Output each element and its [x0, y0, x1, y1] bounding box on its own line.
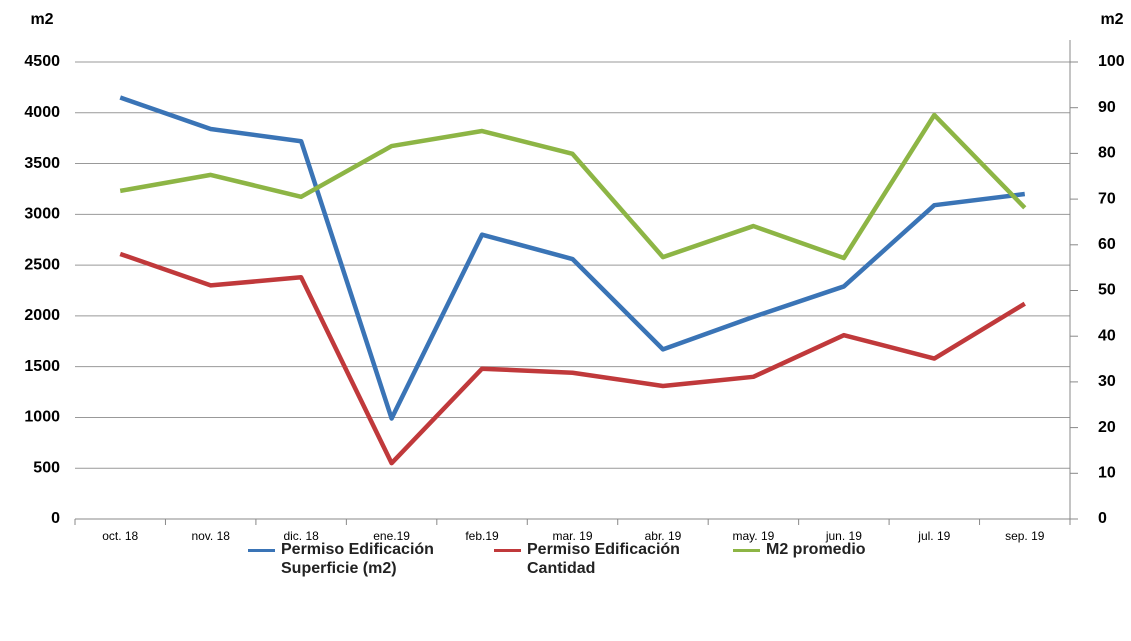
y2-tick-label: 40	[1098, 327, 1116, 344]
x-tick-label: nov. 18	[191, 529, 230, 543]
legend-item: Permiso Edificación Superficie (m2)	[248, 540, 456, 578]
y2-tick-label: 10	[1098, 465, 1116, 482]
y-tick-label: 2500	[24, 256, 60, 273]
legend-item: M2 promedio	[733, 540, 941, 559]
legend-swatch	[494, 549, 521, 552]
legend-label: M2 promedio	[766, 541, 866, 558]
x-tick-label: oct. 18	[102, 529, 138, 543]
series-line	[119, 251, 1026, 466]
legend-label: Permiso Edificación Superficie (m2)	[281, 541, 434, 577]
x-tick-label: jul. 19	[917, 529, 950, 543]
series-line	[119, 95, 1026, 421]
series-line	[119, 112, 1027, 261]
y2-tick-label: 50	[1098, 282, 1116, 299]
x-tick-label: ene.19	[373, 529, 410, 543]
y-tick-label: 1500	[24, 358, 60, 375]
legend-swatch	[733, 549, 760, 552]
y-tick-label: 3500	[24, 155, 60, 172]
y-tick-label: 0	[51, 510, 60, 527]
legend: Permiso Edificación Superficie (m2) Permi…	[0, 540, 1131, 640]
y-tick-label: 4500	[24, 53, 60, 70]
y2-tick-label: 30	[1098, 373, 1116, 390]
y-tick-label: 500	[33, 459, 60, 476]
x-tick-label: feb.19	[465, 529, 499, 543]
x-tick-label: mar. 19	[552, 529, 592, 543]
y2-tick-label: 80	[1098, 145, 1116, 162]
x-tick-label: sep. 19	[1005, 529, 1045, 543]
y2-axis-title: m2	[1100, 11, 1123, 28]
y-tick-label: 3000	[24, 206, 60, 223]
y-tick-label: 2000	[24, 307, 60, 324]
y2-tick-label: 100	[1098, 53, 1125, 70]
y2-tick-label: 90	[1098, 99, 1116, 116]
legend-item: Permiso Edificación Cantidad	[494, 540, 702, 578]
y-axis-title: m2	[30, 11, 53, 28]
x-tick-label: may. 19	[733, 529, 775, 543]
y2-tick-label: 20	[1098, 419, 1116, 436]
x-tick-label: abr. 19	[645, 529, 682, 543]
x-tick-label: jun. 19	[825, 529, 862, 543]
legend-swatch	[248, 549, 275, 552]
y2-tick-label: 70	[1098, 190, 1116, 207]
x-tick-label: dic. 18	[283, 529, 319, 543]
y-tick-label: 1000	[24, 409, 60, 426]
y2-tick-label: 60	[1098, 236, 1116, 253]
y2-tick-label: 0	[1098, 510, 1107, 527]
legend-label: Permiso Edificación Cantidad	[527, 541, 680, 577]
y-tick-label: 4000	[24, 104, 60, 121]
